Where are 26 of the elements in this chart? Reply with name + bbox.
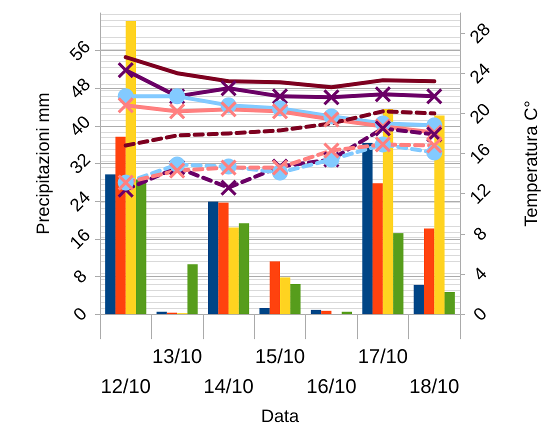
x-axis-title: Data	[260, 406, 300, 426]
x-tick-label: 15/10	[254, 346, 306, 368]
y-axis-title: Precipitazioni mm	[33, 92, 53, 235]
y-tick-label: 0	[69, 303, 91, 325]
x-tick-label: 17/10	[358, 346, 408, 368]
y2-tick-label: 24	[466, 59, 494, 88]
y-tick-label: 32	[66, 149, 94, 178]
y2-axis-title: Temperatura C°	[521, 100, 541, 227]
y2-tick-label: 8	[469, 223, 491, 244]
y2-tick-label: 0	[469, 303, 491, 325]
y2-tick-label: 20	[466, 99, 494, 128]
y-tick-label: 40	[66, 112, 94, 140]
y-tick-label: 48	[66, 74, 94, 102]
y-tick-label: 56	[66, 36, 94, 65]
y2-tick-label: 28	[466, 18, 494, 48]
y-tick-label: 24	[66, 187, 94, 216]
x-tick-label: 13/10	[152, 346, 202, 368]
y-tick-label: 16	[66, 224, 94, 253]
x-tick-label: 12/10	[100, 376, 151, 398]
x-tick-label: 18/10	[409, 376, 460, 398]
y-tick-label: 8	[69, 266, 91, 288]
y2-tick-label: 16	[466, 139, 494, 168]
y2-tick-label: 4	[469, 263, 491, 285]
x-tick-label: 14/10	[204, 376, 254, 398]
y2-tick-label: 12	[466, 180, 494, 208]
x-tick-label: 16/10	[306, 376, 356, 398]
